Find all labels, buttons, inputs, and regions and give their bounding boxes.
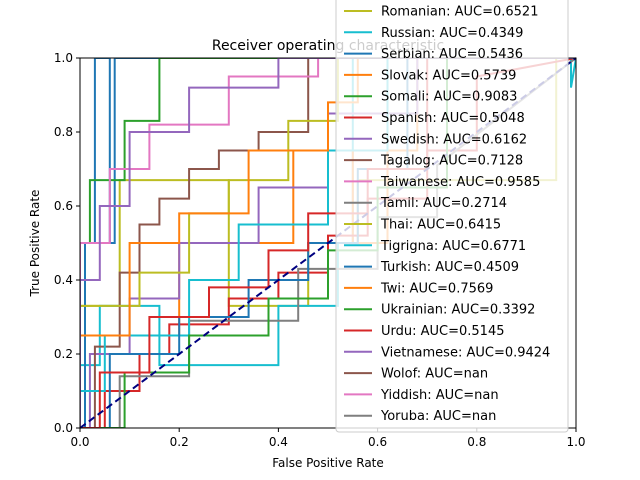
- legend-entry: Serbian: AUC=0.5436: [381, 47, 523, 62]
- legend-entry: Wolof: AUC=nan: [381, 367, 488, 382]
- legend-entry: Yiddish: AUC=nan: [380, 388, 499, 403]
- roc-curve-tagalog: [80, 58, 576, 428]
- x-tick-label: 1.0: [566, 435, 585, 449]
- legend-entry: Ukrainian: AUC=0.3392: [381, 303, 535, 318]
- y-tick-label: 0.8: [54, 125, 73, 139]
- legend-entry: Swedish: AUC=0.6162: [381, 132, 527, 147]
- legend-entry: Somali: AUC=0.9083: [381, 90, 517, 105]
- legend: Romanian: AUC=0.6521 Russian: AUC=0.4349 S…: [335, 0, 569, 433]
- legend-entry: Turkish: AUC=0.4509: [380, 260, 519, 275]
- y-tick-label: 1.0: [54, 51, 73, 65]
- y-tick-label: 0.2: [54, 347, 73, 361]
- roc-curve-vietnamese: [80, 58, 576, 428]
- plot-area-frame: [79, 57, 577, 429]
- y-tick-label: 0.0: [54, 421, 73, 435]
- x-tick-label: 0.8: [467, 435, 486, 449]
- chance-diagonal-line: [79, 57, 577, 429]
- roc-curve-serbian: [80, 58, 576, 428]
- x-axis-ticks: 0.0 0.2 0.4 0.6 0.8 1.0: [70, 428, 586, 449]
- legend-entry: Tagalog: AUC=0.7128: [380, 154, 523, 169]
- legend-entry: Russian: AUC=0.4349: [381, 26, 523, 41]
- roc-curve-russian: [80, 58, 576, 428]
- legend-entry: Vietnamese: AUC=0.9424: [381, 345, 550, 360]
- y-axis-label: True Positive Rate: [28, 190, 42, 298]
- legend-entry: Thai: AUC=0.6415: [380, 218, 501, 233]
- legend-entry: Spanish: AUC=0.5048: [381, 111, 525, 126]
- x-axis-label: False Positive Rate: [272, 456, 384, 470]
- y-axis-ticks: 0.0 0.2 0.4 0.6 0.8 1.0: [54, 51, 80, 435]
- legend-entry: Tamil: AUC=0.2714: [380, 196, 507, 211]
- x-tick-label: 0.2: [170, 435, 189, 449]
- x-tick-label: 0.6: [368, 435, 387, 449]
- legend-entry: Slovak: AUC=0.5739: [381, 68, 516, 83]
- x-tick-label: 0.4: [269, 435, 288, 449]
- x-tick-label: 0.0: [70, 435, 89, 449]
- legend-entry: Romanian: AUC=0.6521: [381, 5, 538, 20]
- legend-box: [335, 0, 569, 433]
- y-tick-label: 0.4: [54, 273, 73, 287]
- legend-entry: Urdu: AUC=0.5145: [381, 324, 505, 339]
- y-tick-label: 0.6: [54, 199, 73, 213]
- legend-entry: Yoruba: AUC=nan: [380, 409, 496, 424]
- legend-entry: Taiwanese: AUC=0.9585: [380, 175, 540, 190]
- legend-entry: Twi: AUC=0.7569: [380, 281, 493, 296]
- legend-entry: Tigrigna: AUC=0.6771: [380, 239, 526, 254]
